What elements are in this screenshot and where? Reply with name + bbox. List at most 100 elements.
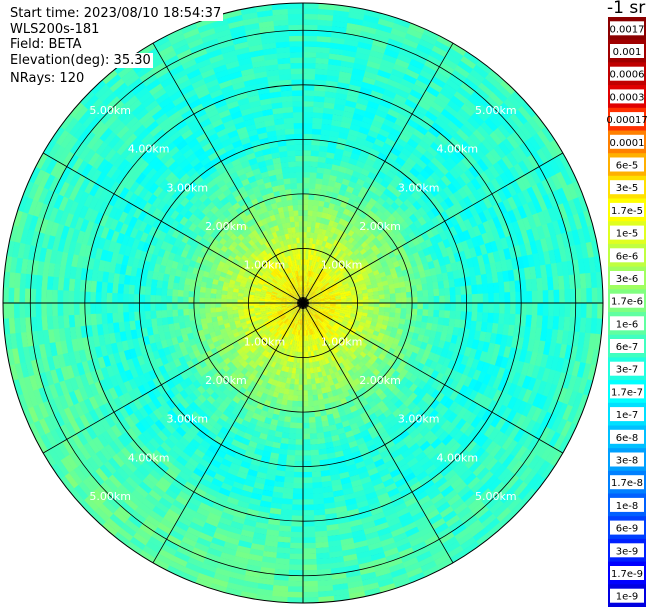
heatmap-cell: [360, 81, 375, 91]
heatmap-cell: [541, 277, 549, 292]
heatmap-cell: [357, 155, 368, 164]
heatmap-cell: [368, 295, 375, 300]
heatmap-cell: [546, 398, 558, 415]
heatmap-cell: [487, 387, 498, 401]
heatmap-cell: [343, 227, 351, 235]
heatmap-cell: [308, 276, 312, 283]
heatmap-cell: [443, 228, 453, 240]
heatmap-cell: [499, 356, 509, 370]
heatmap-cell: [111, 292, 118, 303]
heatmap-cell: [339, 266, 346, 273]
heatmap-cell: [324, 282, 330, 288]
heatmap-cell: [314, 227, 320, 234]
heatmap-cell: [349, 338, 357, 345]
heatmap-cell: [394, 439, 406, 450]
heatmap-cell: [481, 138, 495, 153]
heatmap-cell: [303, 111, 314, 118]
heatmap-cell: [505, 335, 514, 349]
heatmap-cell: [420, 94, 435, 107]
heatmap-cell: [341, 238, 349, 246]
heatmap-cell: [555, 418, 568, 436]
heatmap-cell: [585, 317, 592, 335]
heatmap-cell: [357, 303, 364, 307]
heatmap-cell: [402, 37, 420, 50]
heatmap-cell: [422, 179, 434, 191]
heatmap-cell: [441, 144, 455, 157]
heatmap-cell: [300, 346, 303, 353]
heatmap-cell: [303, 280, 306, 287]
heatmap-cell: [327, 344, 333, 351]
heatmap-cell: [450, 295, 456, 304]
heatmap-cell: [411, 191, 422, 202]
heatmap-cell: [520, 291, 527, 304]
heatmap-cell: [284, 465, 295, 473]
heatmap-cell: [371, 143, 383, 153]
heatmap-cell: [442, 83, 458, 97]
heatmap-cell: [509, 478, 524, 494]
heatmap-cell: [299, 313, 302, 320]
heatmap-cell: [338, 349, 345, 357]
heatmap-cell: [434, 402, 445, 414]
heatmap-cell: [523, 267, 532, 281]
heatmap-cell: [376, 413, 387, 423]
heatmap-cell: [546, 176, 558, 194]
heatmap-cell: [361, 520, 376, 531]
heatmap-cell: [310, 155, 319, 162]
heatmap-cell: [335, 308, 341, 312]
heatmap-cell: [568, 274, 576, 291]
heatmap-cell: [313, 520, 327, 527]
heatmap-cell: [453, 190, 464, 203]
heatmap-cell: [323, 294, 330, 298]
heatmap-cell: [367, 100, 381, 110]
heatmap-cell: [297, 346, 301, 353]
heatmap-cell: [332, 108, 345, 117]
heatmap-cell: [307, 346, 311, 353]
heatmap-cell: [567, 199, 579, 217]
heatmap-cell: [303, 13, 320, 20]
heatmap-cell: [376, 233, 384, 242]
heatmap-cell: [322, 352, 328, 360]
heatmap-cell: [362, 261, 370, 268]
heatmap-cell: [434, 266, 443, 276]
heatmap-cell: [287, 564, 303, 571]
heatmap-cell: [449, 477, 464, 491]
heatmap-cell: [325, 157, 335, 165]
heatmap-cell: [332, 20, 349, 29]
heatmap-cell: [311, 139, 321, 146]
heatmap-cell: [305, 319, 308, 325]
heatmap-cell: [453, 223, 463, 235]
heatmap-cell: [390, 303, 396, 309]
heatmap-cell: [307, 305, 314, 309]
heatmap-cell: [476, 158, 490, 173]
heatmap-cell: [467, 95, 483, 110]
heatmap-cell: [556, 402, 569, 420]
heatmap-cell: [365, 536, 381, 546]
heatmap-cell: [320, 285, 326, 291]
heatmap-cell: [305, 281, 308, 287]
heatmap-cell: [467, 497, 482, 512]
heatmap-cell: [291, 509, 303, 516]
heatmap-cell: [446, 493, 462, 507]
heatmap-cell: [367, 153, 378, 163]
heatmap-cell: [305, 248, 309, 255]
heatmap-cell: [328, 424, 337, 432]
heatmap-cell: [527, 214, 537, 230]
heatmap-cell: [523, 120, 538, 138]
heatmap-cell: [483, 168, 496, 182]
heatmap-cell: [453, 164, 465, 177]
heatmap-cell: [472, 380, 483, 393]
heatmap-cell: [586, 287, 593, 305]
heatmap-cell: [341, 260, 348, 267]
heatmap-cell: [373, 306, 380, 312]
heatmap-cell: [406, 457, 419, 469]
heatmap-cell: [435, 558, 453, 571]
heatmap-cell: [408, 442, 420, 454]
heatmap-cell: [314, 344, 319, 351]
heatmap-cell: [487, 521, 504, 537]
heatmap-cell: [482, 293, 489, 304]
heatmap-cell: [418, 270, 427, 279]
heatmap-cell: [309, 276, 313, 283]
heatmap-cell: [338, 362, 345, 370]
heatmap-cell: [302, 428, 310, 435]
heatmap-cell: [514, 314, 522, 327]
